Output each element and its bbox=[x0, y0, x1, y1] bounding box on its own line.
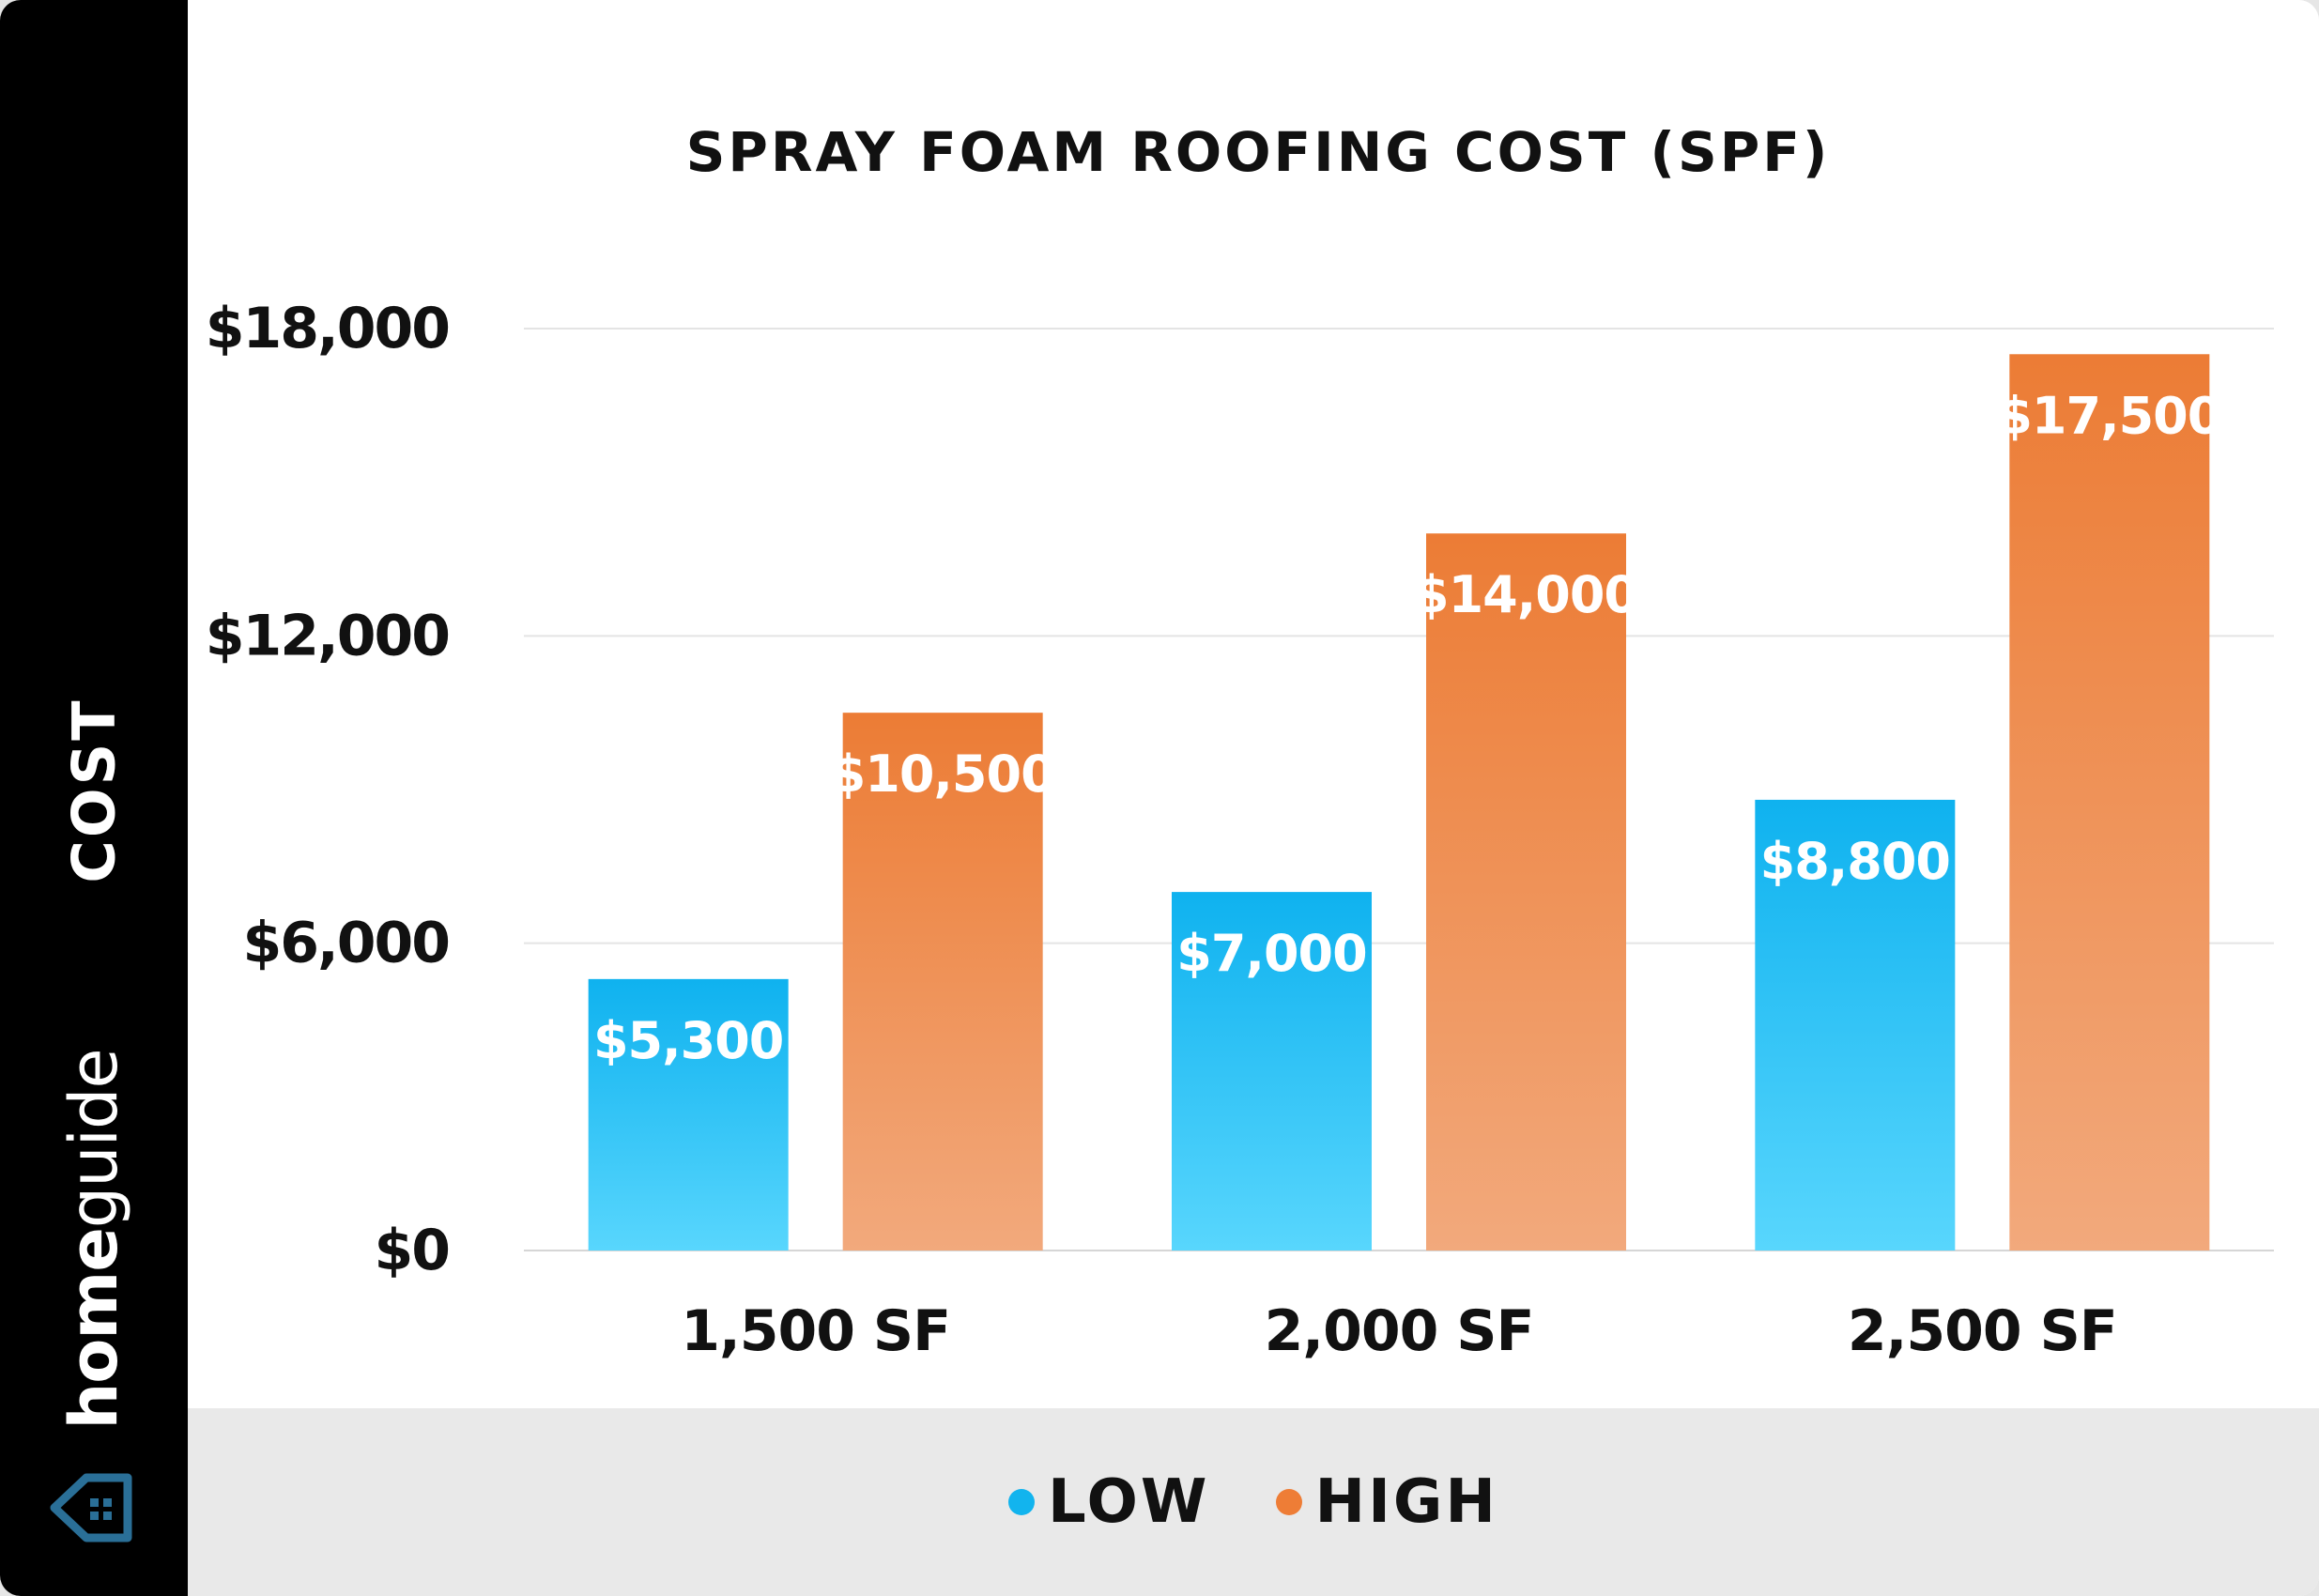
y-tick-labels: $0 $6,000 $12,000 $18,000 bbox=[206, 296, 451, 1283]
legend-item-low: LOW bbox=[1008, 1467, 1210, 1537]
data-label: $5,300 bbox=[593, 1011, 783, 1070]
data-label: $14,000 bbox=[1414, 565, 1638, 624]
chart-title: SPRAY FOAM ROOFING COST (SPF) bbox=[686, 120, 1831, 184]
legend: LOW HIGH bbox=[188, 1408, 2319, 1596]
sidebar: COST homeguide bbox=[0, 0, 188, 1596]
y-tick-label: $12,000 bbox=[206, 603, 449, 668]
y-tick-label: $0 bbox=[375, 1218, 450, 1283]
data-label: $8,800 bbox=[1760, 832, 1950, 891]
data-label: $10,500 bbox=[831, 744, 1055, 804]
y-axis-title: COST bbox=[59, 698, 129, 883]
legend-dot-high bbox=[1275, 1489, 1302, 1515]
bars bbox=[588, 354, 2210, 1251]
gridlines bbox=[524, 328, 2274, 1251]
bar-high bbox=[2009, 354, 2210, 1251]
data-label: $7,000 bbox=[1176, 924, 1366, 983]
brand-guide-text: guide bbox=[55, 1049, 132, 1229]
legend-band: LOW HIGH bbox=[188, 1408, 2319, 1596]
data-labels: $5,300 $10,500 $7,000 $14,000 $8,800 $17,500 bbox=[593, 386, 2222, 1070]
bar-chart: SPRAY FOAM ROOFING COST (SPF) $0 $6,000 $1… bbox=[206, 120, 2274, 1364]
bar-high bbox=[1426, 533, 1626, 1251]
bar-low bbox=[1755, 799, 1956, 1251]
bar-high bbox=[842, 713, 1043, 1251]
x-tick-labels: 1,500 SF 2,000 SF 2,500 SF bbox=[681, 1298, 2118, 1364]
legend-label-low: LOW bbox=[1048, 1467, 1210, 1537]
brand-wordmark: homeguide bbox=[55, 1049, 132, 1429]
plot-area: SPRAY FOAM ROOFING COST (SPF) $0 $6,000 $1… bbox=[188, 0, 2319, 1408]
x-tick-label: 2,500 SF bbox=[1848, 1298, 2117, 1364]
legend-dot-low bbox=[1008, 1489, 1036, 1515]
house-logo-icon bbox=[50, 1473, 132, 1542]
data-label: $17,500 bbox=[1997, 386, 2221, 445]
y-tick-label: $6,000 bbox=[242, 911, 449, 976]
bar-low bbox=[588, 978, 789, 1251]
legend-label-high: HIGH bbox=[1314, 1467, 1498, 1537]
y-tick-label: $18,000 bbox=[206, 296, 449, 361]
brand-home-text: home bbox=[55, 1228, 132, 1430]
x-tick-label: 1,500 SF bbox=[681, 1298, 950, 1364]
x-tick-label: 2,000 SF bbox=[1265, 1298, 1534, 1364]
bar-low bbox=[1172, 892, 1372, 1251]
legend-item-high: HIGH bbox=[1275, 1467, 1498, 1537]
